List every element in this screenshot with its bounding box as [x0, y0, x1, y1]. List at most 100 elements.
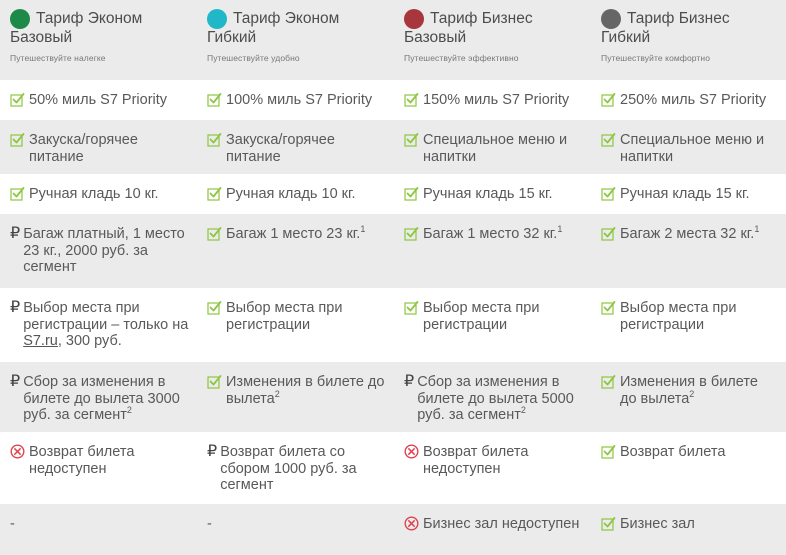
ruble-icon: ₽: [10, 225, 21, 242]
feature-cell: Изменения в билете до вылета2: [197, 362, 394, 432]
check-icon: [10, 186, 25, 201]
feature-label: Закуска/горячее питание: [226, 132, 335, 165]
feature-label: Ручная кладь 15 кг.: [620, 186, 750, 202]
feature-cell: Возврат билета недоступен: [394, 432, 591, 504]
check-icon: [207, 374, 222, 389]
feature-text: Ручная кладь 10 кг.: [29, 186, 189, 203]
feature-label: Багаж 2 места 32 кг.: [620, 226, 755, 242]
ruble-icon: ₽: [207, 443, 218, 460]
tariff-title: Тариф Бизнес: [627, 10, 730, 27]
check-icon: [207, 132, 222, 147]
tariff-header-business-basic[interactable]: Тариф Бизнес Базовый Путешествуйте эффек…: [394, 0, 591, 80]
check-icon: [404, 186, 419, 201]
check-icon: [207, 226, 222, 241]
feature-label: Изменения в билете до вылета: [620, 374, 758, 407]
feature-cell: Закуска/горячее питание: [0, 120, 197, 174]
check-icon: [601, 186, 616, 201]
feature-text: Возврат билета: [620, 444, 778, 461]
tariff-color-dot-icon: [207, 9, 227, 29]
tariff-header-business-flex[interactable]: Тариф Бизнес Гибкий Путешествуйте комфор…: [591, 0, 786, 80]
feature-text: 250% миль S7 Priority: [620, 92, 778, 109]
tariff-header-economy-basic[interactable]: Тариф Эконом Базовый Путешествуйте налег…: [0, 0, 197, 80]
cross-circle-icon: [404, 516, 419, 531]
footnote-marker: 2: [520, 405, 526, 416]
feature-label: Сбор за изменения в билете до вылета 500…: [417, 374, 574, 423]
tariff-subtitle: Гибкий: [207, 29, 257, 46]
feature-cell: Ручная кладь 15 кг.: [394, 174, 591, 214]
feature-text: Специальное меню и напитки: [620, 132, 778, 165]
tariff-tagline: Путешествуйте эффективно: [404, 53, 519, 63]
check-icon: [404, 300, 419, 315]
tariff-title: Тариф Эконом: [36, 10, 143, 27]
feature-text: Специальное меню и напитки: [423, 132, 583, 165]
feature-label: Изменения в билете до вылета: [226, 374, 385, 407]
feature-text: Изменения в билете до вылета2: [226, 374, 386, 407]
check-icon: [404, 132, 419, 147]
feature-cell: Багаж 2 места 32 кг.1: [591, 214, 786, 288]
check-icon: [601, 300, 616, 315]
feature-label: Ручная кладь 10 кг.: [29, 186, 159, 202]
feature-label: Сбор за изменения в билете до вылета 300…: [23, 374, 180, 423]
feature-text: Возврат билета недоступен: [423, 444, 583, 477]
ruble-icon: ₽: [10, 299, 21, 316]
feature-text: Выбор места при регистрации: [423, 300, 583, 333]
feature-label: Бизнес зал недоступен: [423, 516, 580, 532]
feature-cell: Выбор места при регистрации: [197, 288, 394, 362]
footnote-marker: 1: [360, 224, 366, 235]
feature-label: Закуска/горячее питание: [29, 132, 138, 165]
feature-cell: Ручная кладь 15 кг.: [591, 174, 786, 214]
tariff-title: Тариф Бизнес: [430, 10, 533, 27]
feature-text: Ручная кладь 10 кг.: [226, 186, 386, 203]
check-icon: [601, 132, 616, 147]
feature-cell: ₽ Сбор за изменения в билете до вылета 30…: [0, 362, 197, 432]
check-icon: [601, 226, 616, 241]
feature-cell: Специальное меню и напитки: [591, 120, 786, 174]
feature-label: 150% миль S7 Priority: [423, 92, 570, 108]
feature-label: -: [207, 516, 212, 532]
footnote-marker: 2: [274, 388, 280, 399]
feature-text: Выбор места при регистрации: [620, 300, 778, 333]
tariff-tagline: Путешествуйте налегке: [10, 53, 106, 63]
feature-label: Возврат билета недоступен: [29, 444, 135, 477]
feature-label: Ручная кладь 10 кг.: [226, 186, 356, 202]
feature-cell: Возврат билета недоступен: [0, 432, 197, 504]
s7-link[interactable]: S7.ru: [23, 333, 58, 349]
feature-cell: -: [197, 504, 394, 555]
tariff-title: Тариф Эконом: [233, 10, 340, 27]
feature-text: Возврат билета со сбором 1000 руб. за се…: [220, 444, 386, 494]
feature-cell: Бизнес зал: [591, 504, 786, 555]
feature-label: Возврат билета со сбором 1000 руб. за се…: [220, 444, 357, 493]
check-icon: [404, 226, 419, 241]
feature-text: Багаж 2 места 32 кг.1: [620, 225, 778, 243]
check-icon: [404, 92, 419, 107]
feature-text: 100% миль S7 Priority: [226, 92, 386, 109]
tariff-tagline: Путешествуйте удобно: [207, 53, 300, 63]
feature-label: Специальное меню и напитки: [620, 132, 765, 165]
feature-cell: Закуска/горячее питание: [197, 120, 394, 174]
feature-cell: Выбор места при регистрации: [591, 288, 786, 362]
feature-label: Багаж 1 место 23 кг.: [226, 226, 361, 242]
check-icon: [10, 92, 25, 107]
check-icon: [601, 374, 616, 389]
feature-text: Закуска/горячее питание: [29, 132, 189, 165]
feature-text: 150% миль S7 Priority: [423, 92, 583, 109]
feature-text: Бизнес зал недоступен: [423, 516, 583, 533]
check-icon: [601, 444, 616, 459]
feature-text: Сбор за изменения в билете до вылета 500…: [417, 374, 583, 424]
feature-label: Бизнес зал: [620, 516, 695, 532]
feature-label: Багаж платный, 1 место 23 кг., 2000 руб.…: [23, 226, 185, 275]
feature-text: Сбор за изменения в билете до вылета 300…: [23, 374, 189, 424]
tariff-header-economy-flex[interactable]: Тариф Эконом Гибкий Путешествуйте удобно: [197, 0, 394, 80]
feature-cell: ₽ Возврат билета со сбором 1000 руб. за с…: [197, 432, 394, 504]
feature-text: Выбор места при регистрации – только на …: [23, 300, 189, 350]
check-icon: [601, 92, 616, 107]
footnote-marker: 1: [557, 224, 563, 235]
feature-label: Выбор места при регистрации: [620, 300, 737, 333]
feature-label: Ручная кладь 15 кг.: [423, 186, 553, 202]
check-icon: [207, 92, 222, 107]
feature-text: Возврат билета недоступен: [29, 444, 189, 477]
tariff-subtitle: Базовый: [10, 29, 73, 46]
ruble-icon: ₽: [10, 373, 21, 390]
feature-label: Выбор места при регистрации – только на: [23, 300, 189, 333]
feature-text: Выбор места при регистрации: [226, 300, 386, 333]
